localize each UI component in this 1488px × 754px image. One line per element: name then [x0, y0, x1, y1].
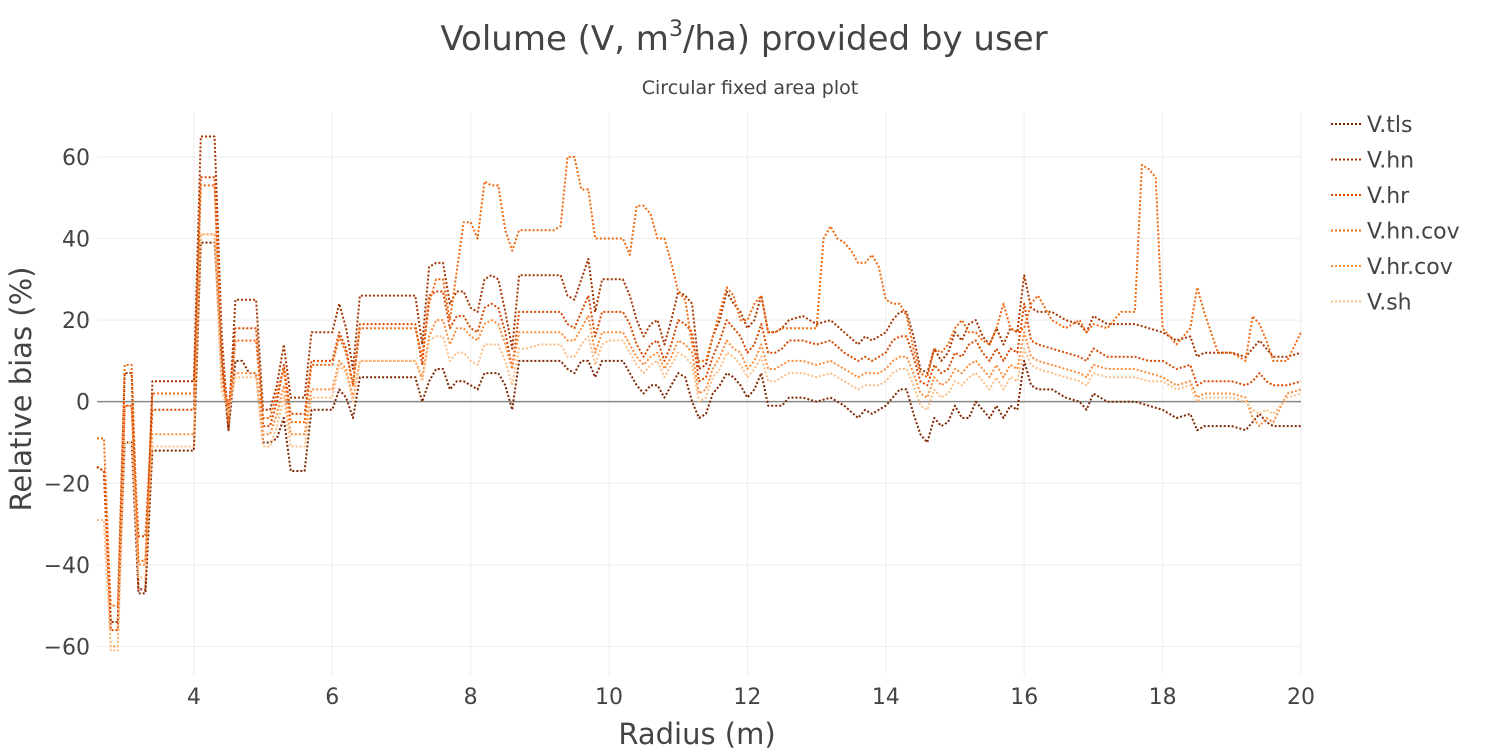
y-tick-label: −20 — [44, 472, 90, 497]
legend-label: V.tls — [1367, 113, 1412, 138]
chart-subtitle: Circular fixed area plot — [642, 77, 858, 99]
legend: V.tls V.hn V.hr V.hn.cov V.hr.cov V.sh — [1331, 113, 1460, 316]
series-line-V.hr.cov — [97, 233, 1302, 648]
y-tick-label: 20 — [62, 309, 90, 334]
x-tick-label: 6 — [325, 685, 339, 710]
x-axis-title: Radius (m) — [618, 717, 775, 750]
grid-lines — [97, 112, 1302, 675]
legend-label: V.hr.cov — [1367, 255, 1453, 280]
legend-label: V.sh — [1367, 291, 1412, 316]
y-axis-title: Relative bias (%) — [4, 267, 38, 512]
y-axis-ticks: −60 −40 −20 0 20 40 60 — [44, 146, 90, 661]
x-tick-label: 12 — [733, 685, 761, 710]
x-tick-label: 10 — [595, 685, 623, 710]
series-lines — [96, 135, 1302, 652]
legend-label: V.hn.cov — [1367, 220, 1460, 245]
series-line-V.hn — [96, 135, 1302, 623]
x-tick-label: 8 — [464, 685, 478, 710]
y-tick-label: 60 — [62, 146, 90, 171]
y-tick-label: −40 — [44, 554, 90, 579]
x-tick-label: 20 — [1287, 685, 1315, 710]
series-line-V.hn.cov — [97, 155, 1302, 607]
y-tick-label: 0 — [76, 391, 90, 416]
x-tick-label: 4 — [187, 685, 201, 710]
series-line-V.sh — [97, 233, 1302, 652]
series-line-V.tls — [96, 241, 1301, 623]
y-tick-label: −60 — [44, 635, 90, 660]
x-axis-ticks: 4 6 8 10 12 14 16 18 20 — [187, 685, 1315, 710]
chart-title: Volume (V, m3/ha) provided by user — [440, 17, 1047, 59]
y-tick-label: 40 — [62, 227, 90, 252]
x-tick-label: 14 — [872, 685, 900, 710]
x-tick-label: 16 — [1010, 685, 1038, 710]
series-line-V.hr — [96, 176, 1302, 632]
legend-label: V.hr — [1367, 184, 1410, 209]
legend-label: V.hn — [1367, 149, 1414, 174]
x-tick-label: 18 — [1149, 685, 1177, 710]
